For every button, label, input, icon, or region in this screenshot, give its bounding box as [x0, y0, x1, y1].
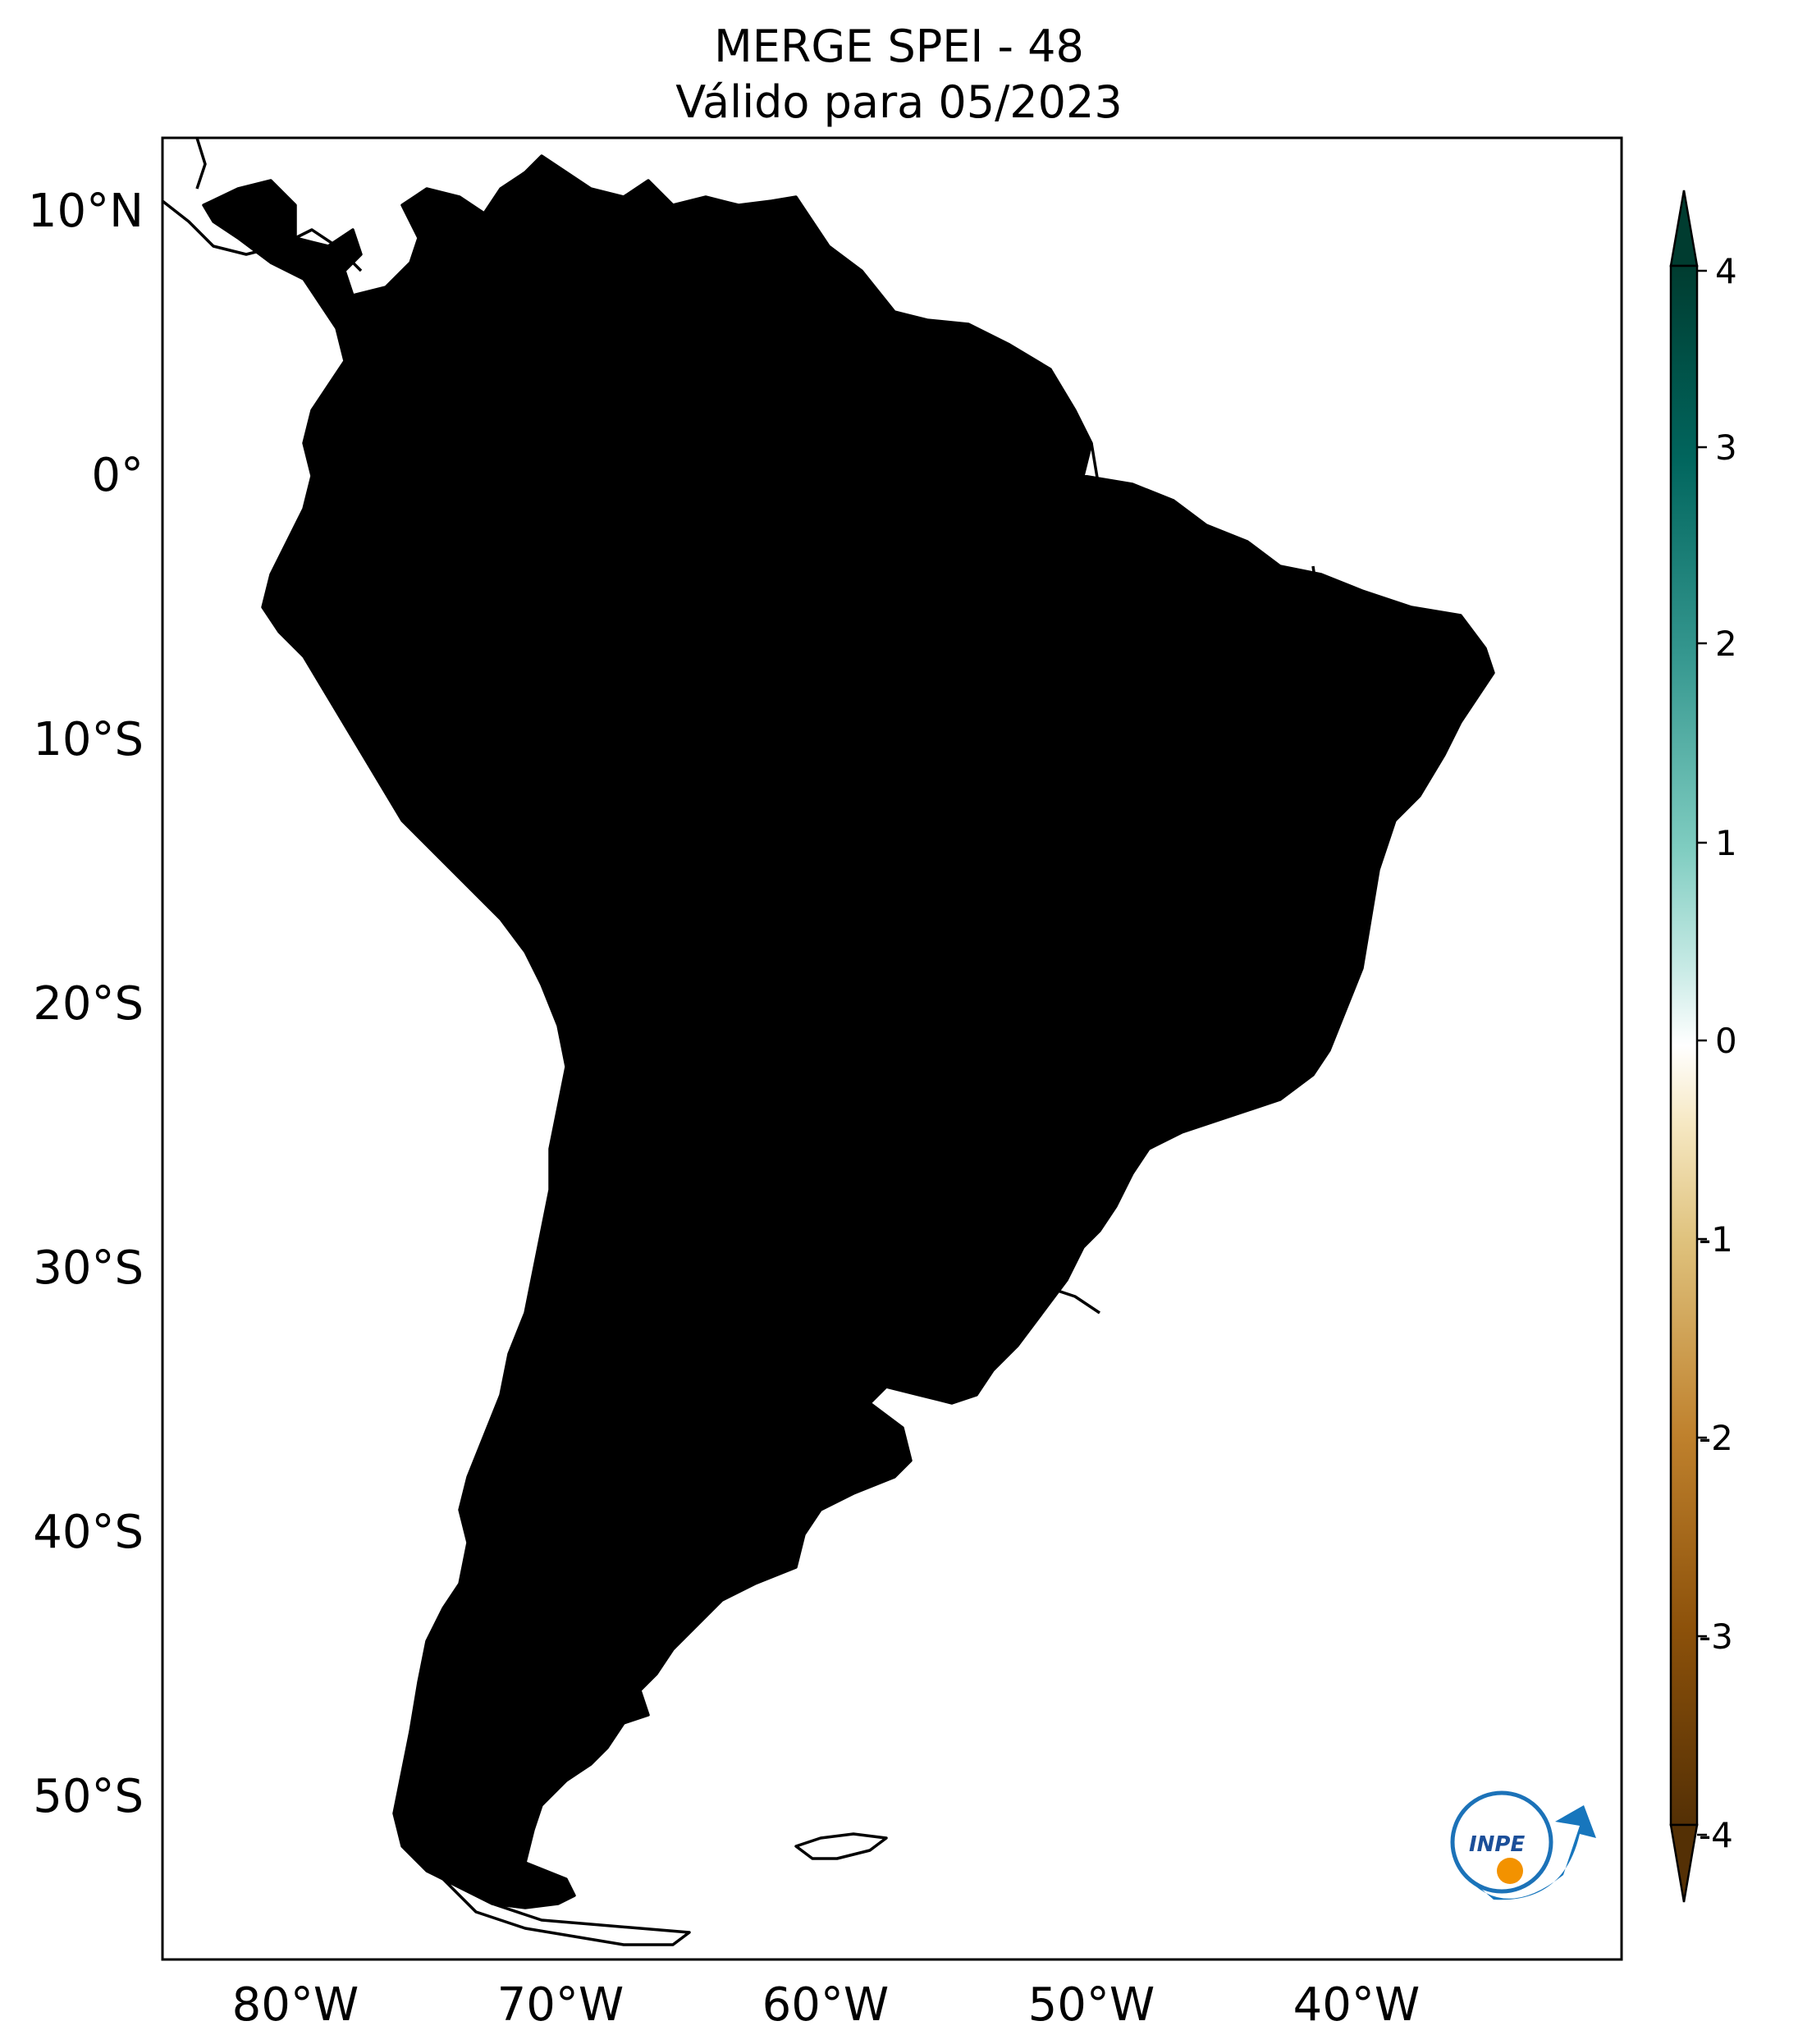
- inpe-logo: INPE: [1450, 1790, 1596, 1900]
- inpe-logo-text: INPE: [1469, 1832, 1525, 1857]
- lat-tick-label: 10°N: [28, 185, 144, 238]
- colorbar-gradient: [1669, 264, 1699, 1827]
- lon-tick-labels: 80°W 70°W 60°W 50°W 40°W: [232, 1978, 1421, 2032]
- lat-tick-labels: 10°N 0° 10°S 20°S 30°S 40°S 50°S: [28, 185, 144, 1823]
- colorbar-tick-label: -3: [1699, 1616, 1733, 1657]
- map-frame: [161, 136, 1623, 1961]
- lat-tick-label: 0°: [91, 449, 144, 502]
- colorbar-tick-label: 0: [1715, 1021, 1737, 1061]
- colorbar-tick-label: 2: [1715, 624, 1737, 664]
- colorbar-tick-label: -2: [1699, 1418, 1733, 1458]
- lat-tick-label: 10°S: [33, 713, 144, 766]
- lat-tick-label: 20°S: [33, 977, 144, 1031]
- colorbar-tick-label: -1: [1699, 1219, 1733, 1260]
- borders: [161, 137, 1495, 1946]
- tierra-del-fuego-outline: [441, 1877, 691, 1946]
- colorbar-tick-label: 3: [1715, 428, 1737, 468]
- colorbar-extend-top: [1669, 190, 1699, 268]
- lon-tick-label: 50°W: [1028, 1978, 1155, 2032]
- map-title: MERGE SPEI - 48: [714, 21, 1084, 72]
- falklands-outline: [794, 1832, 888, 1860]
- colorbar-tick-label: 4: [1715, 251, 1737, 291]
- lon-tick-label: 60°W: [762, 1978, 890, 2032]
- lon-tick-label: 70°W: [497, 1978, 624, 2032]
- colorbar: 4 3 2 1 0 -1 -2 -3 -4: [1669, 190, 1737, 1903]
- lat-tick-label: 50°S: [33, 1770, 144, 1823]
- lat-tick-label: 30°S: [33, 1241, 144, 1295]
- colorbar-extend-bottom: [1669, 1823, 1699, 1903]
- colorbar-tick-label: 1: [1715, 823, 1737, 863]
- lon-tick-label: 80°W: [232, 1978, 359, 2032]
- lon-tick-label: 40°W: [1293, 1978, 1421, 2032]
- colorbar-tick-label: -4: [1699, 1815, 1733, 1855]
- lat-tick-label: 40°S: [33, 1506, 144, 1559]
- continent-outline: [202, 154, 1495, 1909]
- map-subtitle: Válido para 05/2023: [675, 76, 1123, 128]
